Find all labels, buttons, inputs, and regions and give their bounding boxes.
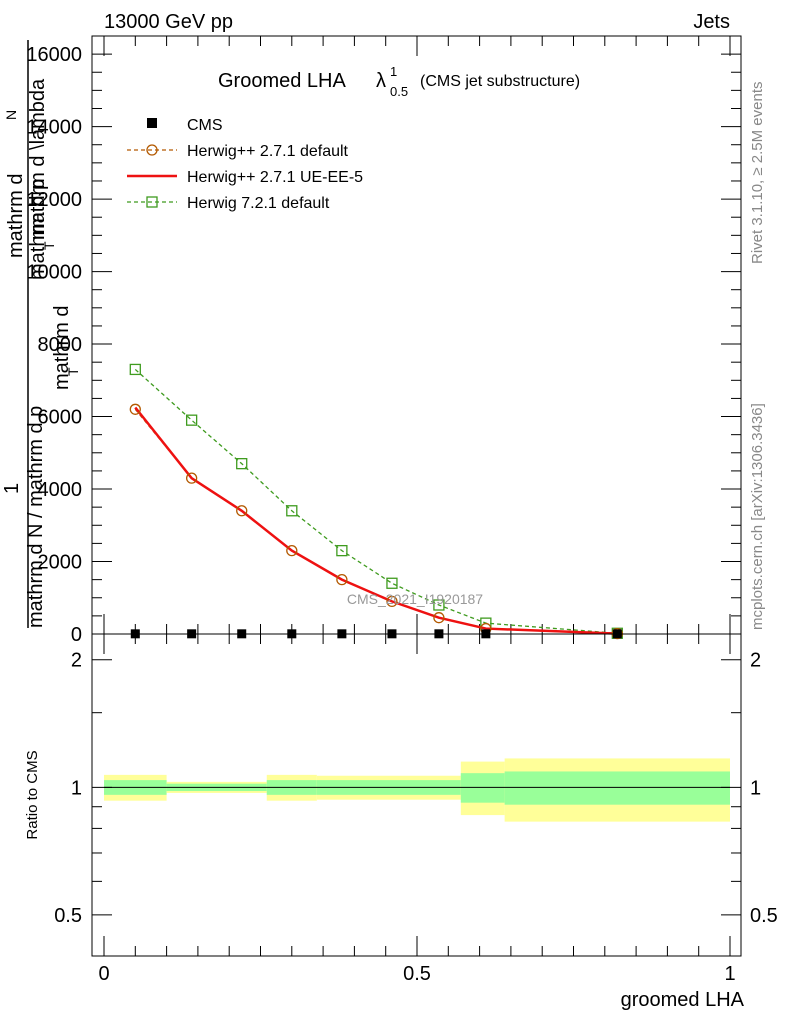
legend-cms-marker bbox=[147, 118, 157, 128]
main-y-tick-label: 12000 bbox=[26, 189, 82, 211]
legend-herwig7-default-label: Herwig 7.2.1 default bbox=[187, 195, 330, 212]
plot-title-main: Groomed LHA bbox=[218, 70, 346, 92]
legend-cms-label: CMS bbox=[187, 117, 223, 134]
legend-item-cms: CMS bbox=[147, 117, 223, 134]
main-y-tick-label: 4000 bbox=[38, 479, 83, 501]
x-tick-label: 1 bbox=[724, 963, 735, 985]
ylabel-one: 1 bbox=[1, 483, 23, 494]
main-y-tick-label: 2000 bbox=[38, 552, 83, 574]
ratio-inner-band bbox=[460, 773, 505, 803]
rivet-version-label: Rivet 3.1.10, ≥ 2.5M events bbox=[749, 82, 766, 265]
series-herwig7-default-point bbox=[185, 414, 198, 426]
plot-title: Groomed LHA λ 1 0.5 (CMS jet substructur… bbox=[218, 64, 580, 99]
ratio-y-tick-label-right: 0.5 bbox=[750, 905, 778, 927]
main-plot: 0 2000 4000 6000 8000 10000 12000 14000 16000 Gr… bbox=[1, 35, 742, 646]
main-y-tick-label: 6000 bbox=[38, 407, 83, 429]
series-herwig7-default-point bbox=[286, 505, 298, 517]
series-herwig7-default-point bbox=[129, 363, 141, 376]
legend-item-herwigpp-default: Herwig++ 2.7.1 default bbox=[127, 143, 349, 160]
x-tick-label: 0 bbox=[98, 963, 109, 985]
series-herwigpp-ueee5-line bbox=[134, 406, 618, 635]
series-herwigpp-default-point bbox=[433, 612, 445, 624]
main-y-axis-label: mathrm d N mathrm d p T mathrm d mathrm … bbox=[1, 40, 81, 628]
legend-herwigpp-ueee5-label: Herwig++ 2.7.1 UE-EE-5 bbox=[187, 169, 363, 186]
ratio-y-tick-label-right: 1 bbox=[750, 777, 761, 799]
series-herwigpp-default-point bbox=[286, 544, 298, 557]
ratio-bands bbox=[104, 758, 730, 822]
main-y-tick-label: 14000 bbox=[26, 117, 82, 139]
ratio-plot: 0.5 0.51 12 2 0 0.5 1 Ratio to CMS groomed LH… bbox=[24, 633, 778, 1011]
plot-title-note: (CMS jet substructure) bbox=[420, 73, 580, 90]
legend-herwigpp-default-label: Herwig++ 2.7.1 default bbox=[187, 143, 349, 160]
legend: CMS Herwig++ 2.7.1 default Herwig++ 2.7.… bbox=[127, 117, 363, 212]
ylabel-numerator-2: N bbox=[3, 110, 19, 120]
series-herwig7-default-point bbox=[336, 544, 348, 557]
series-herwig7-default-line bbox=[134, 368, 618, 634]
legend-herwigpp-default-marker bbox=[146, 144, 158, 156]
main-y-axis: 0 2000 4000 6000 8000 10000 12000 14000 16000 bbox=[26, 44, 741, 646]
legend-item-herwig7-default: Herwig 7.2.1 default bbox=[127, 195, 330, 212]
ratio-y-tick-label: 0.5 bbox=[54, 905, 82, 927]
ylabel-numerator-3: mathrm d p bbox=[27, 179, 49, 280]
analysis-watermark: CMS_2021_I1920187 bbox=[347, 591, 483, 607]
ratio-inner-band bbox=[504, 771, 730, 805]
energy-label: 13000 GeV pp bbox=[104, 11, 233, 33]
ratio-y-tick-label-right: 2 bbox=[750, 650, 761, 672]
main-y-tick-label: 10000 bbox=[26, 262, 82, 284]
series-herwigpp-default-point bbox=[236, 505, 248, 517]
series-herwig7-default-point bbox=[386, 577, 398, 589]
plot-title-lambda: λ bbox=[376, 70, 386, 92]
category-label: Jets bbox=[693, 11, 730, 33]
x-tick-label: 0.5 bbox=[403, 963, 431, 985]
ylabel-denominator-1: mathrm d N / mathrm d p bbox=[25, 406, 47, 628]
x-axis-label: groomed LHA bbox=[621, 989, 745, 1011]
mcplots-label: mcplots.cern.ch [arXiv:1306.3436] bbox=[749, 403, 766, 630]
series-herwigpp-default-point bbox=[336, 573, 348, 586]
plot-title-sub: 0.5 bbox=[390, 84, 408, 99]
series-herwig7-default-point bbox=[236, 458, 248, 470]
series-herwig7-default-point bbox=[433, 599, 445, 611]
series-herwigpp-default-point bbox=[129, 403, 141, 415]
main-x-ticks bbox=[103, 36, 731, 634]
main-y-tick-label: 0 bbox=[71, 624, 82, 646]
ylabel-numerator-6: mathrm d \lambda bbox=[27, 78, 49, 240]
legend-item-herwigpp-ueee5: Herwig++ 2.7.1 UE-EE-5 bbox=[127, 169, 363, 186]
main-y-tick-label: 8000 bbox=[38, 334, 83, 356]
main-y-tick-label: 16000 bbox=[26, 44, 82, 66]
series-herwigpp-default-point bbox=[185, 472, 198, 484]
ylabel-numerator-1: mathrm d bbox=[5, 174, 27, 258]
ylabel-denominator-2: T bbox=[65, 367, 81, 376]
ratio-y-tick-label: 1 bbox=[71, 777, 82, 799]
plot-title-sup: 1 bbox=[390, 64, 397, 79]
ylabel-numerator-5: mathrm d bbox=[51, 306, 73, 390]
legend-herwig7-default-marker bbox=[146, 196, 158, 208]
ratio-y-axis-label: Ratio to CMS bbox=[24, 750, 41, 839]
ratio-x-axis: 0 0.5 1 bbox=[98, 634, 736, 985]
ratio-y-tick-label: 2 bbox=[71, 650, 82, 672]
ylabel-numerator-4: T bbox=[41, 241, 57, 250]
ratio-y-axis: 0.5 0.5 1 1 2 2 bbox=[54, 650, 778, 927]
series-herwigpp-default-point bbox=[386, 595, 398, 608]
